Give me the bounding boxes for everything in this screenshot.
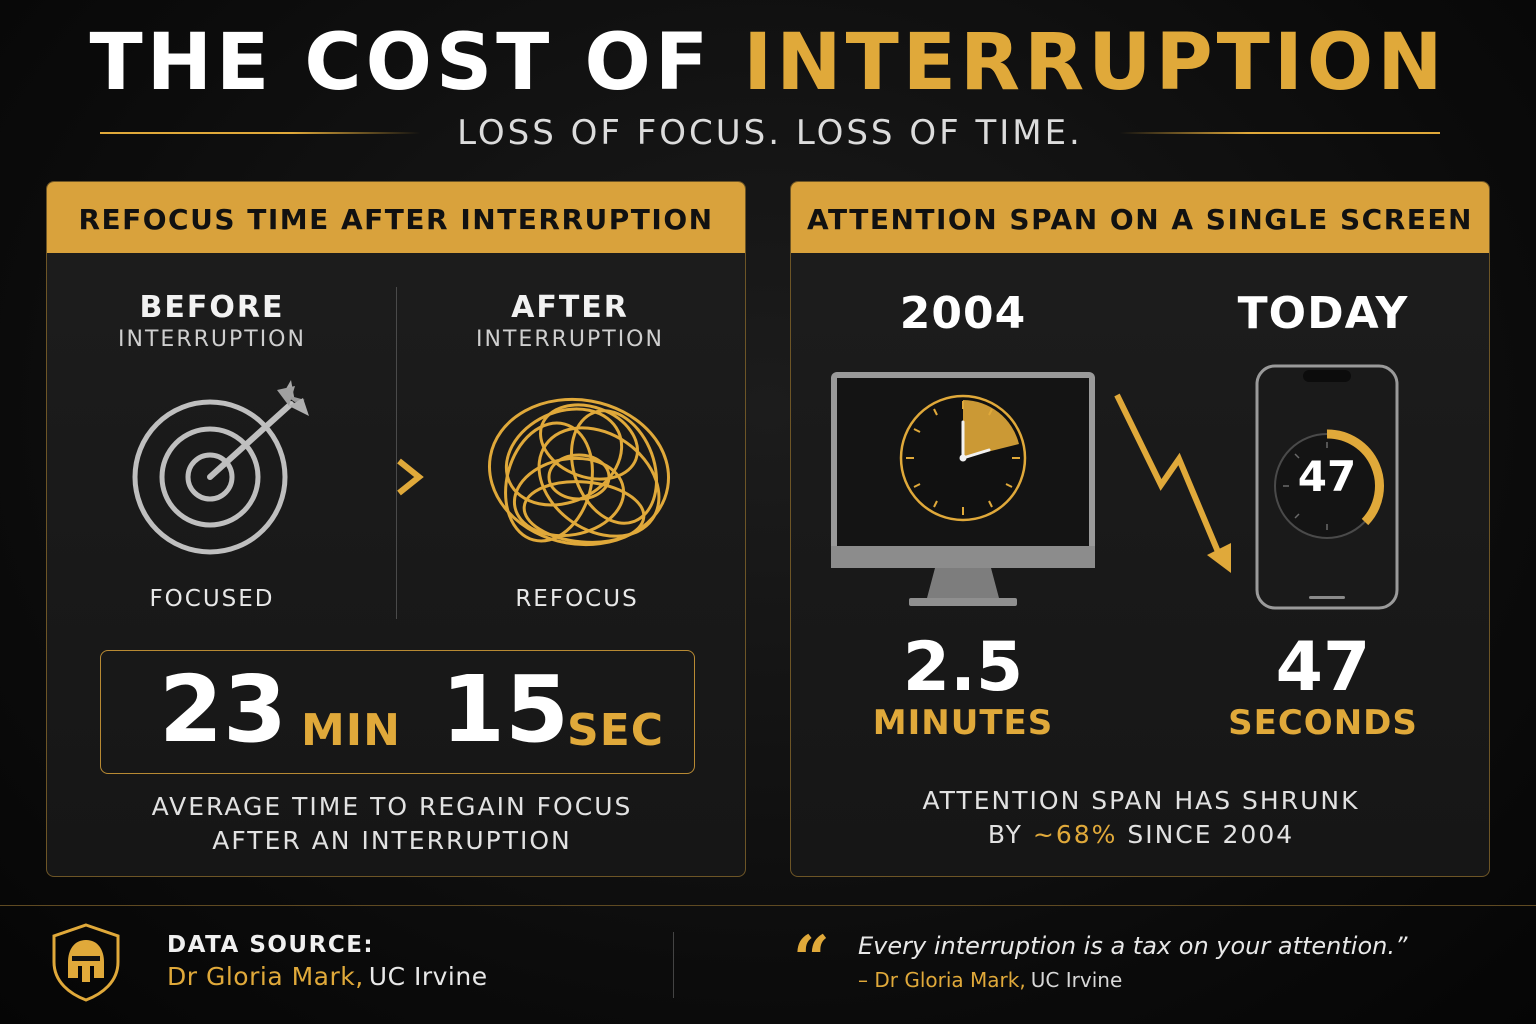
page-title: THE COST OF INTERRUPTION <box>0 18 1536 108</box>
minutes-unit: MIN <box>301 705 401 756</box>
before-subtitle: INTERRUPTION <box>118 327 306 352</box>
seconds-value: 15 <box>441 655 569 791</box>
minutes-number: 23 <box>159 656 288 763</box>
attention-caption-line2: BY ~68% SINCE 2004 <box>987 820 1295 849</box>
after-label-group: AFTER INTERRUPTION <box>445 290 695 352</box>
arrow-right-icon <box>337 452 427 502</box>
quote-institution: UC Irvine <box>1030 968 1123 992</box>
refocus-caption-line2: AFTER AN INTERRUPTION <box>212 826 572 855</box>
past-stat-value: 2.5 <box>902 628 1024 707</box>
seconds-number: 15 <box>441 656 570 763</box>
subtitle: LOSS OF FOCUS. LOSS OF TIME. <box>457 113 1083 153</box>
phone-timer-icon <box>1255 364 1399 610</box>
attention-caption-line1: ATTENTION SPAN HAS SHRUNK <box>922 786 1360 815</box>
title-gold: INTERRUPTION <box>743 18 1447 108</box>
refocus-caption-line1: AVERAGE TIME TO REGAIN FOCUS <box>151 792 633 821</box>
footer-divider <box>673 932 674 998</box>
refocus-time-box: 23 MIN 15 SEC <box>100 650 695 774</box>
data-source: DATA SOURCE: Dr Gloria Mark, UC Irvine <box>167 932 647 991</box>
decline-arrow-icon <box>1109 387 1239 577</box>
column-divider <box>396 287 397 619</box>
before-title: BEFORE <box>139 290 285 325</box>
phone-timer-value: 47 <box>1297 452 1357 501</box>
attention-panel-heading: ATTENTION SPAN ON A SINGLE SCREEN <box>791 182 1489 253</box>
before-caption: FOCUSED <box>149 586 275 612</box>
monitor-clock-icon <box>829 370 1097 610</box>
quote-attribution: – Dr Gloria Mark, <box>858 968 1026 992</box>
subtitle-rule-right <box>1120 132 1440 134</box>
title-white: THE COST OF <box>89 18 713 108</box>
after-subtitle: INTERRUPTION <box>476 327 664 352</box>
past-stat: 2.5 MINUTES <box>863 628 1063 743</box>
subtitle-row: LOSS OF FOCUS. LOSS OF TIME. <box>0 108 1536 158</box>
year-2004-label: 2004 <box>899 288 1027 339</box>
attention-panel: ATTENTION SPAN ON A SINGLE SCREEN 2004 T… <box>790 181 1490 877</box>
before-label-group: BEFORE INTERRUPTION <box>87 290 337 352</box>
after-caption: REFOCUS <box>515 586 639 612</box>
seconds-unit: SEC <box>567 705 665 756</box>
minutes-value: 23 <box>159 655 287 791</box>
data-source-label: DATA SOURCE: <box>167 932 375 958</box>
attention-caption: ATTENTION SPAN HAS SHRUNK BY ~68% SINCE … <box>791 784 1489 852</box>
now-stat-unit: SECONDS <box>1228 703 1418 743</box>
subtitle-rule-left <box>100 132 420 134</box>
refocus-caption: AVERAGE TIME TO REGAIN FOCUS AFTER AN IN… <box>47 790 737 858</box>
quote-block: Every interruption is a tax on your atte… <box>858 932 1518 992</box>
now-stat-value: 47 <box>1275 628 1371 707</box>
today-label: TODAY <box>1237 288 1409 339</box>
quote-text: Every interruption is a tax on your atte… <box>858 932 1408 960</box>
tangle-icon <box>469 372 689 572</box>
spartan-helmet-shield-icon <box>50 922 122 1002</box>
shrink-percentage: ~68% <box>1032 820 1118 849</box>
after-title: AFTER <box>511 290 629 325</box>
past-stat-unit: MINUTES <box>872 703 1054 743</box>
refocus-panel-heading: REFOCUS TIME AFTER INTERRUPTION <box>47 182 745 253</box>
refocus-panel: REFOCUS TIME AFTER INTERRUPTION BEFORE I… <box>46 181 746 877</box>
target-icon <box>123 372 323 562</box>
data-source-institution: UC Irvine <box>368 962 488 991</box>
quote-mark-icon: “ <box>793 922 830 997</box>
now-stat: 47 SECONDS <box>1223 628 1423 743</box>
footer-rule <box>0 905 1536 906</box>
data-source-name: Dr Gloria Mark, <box>167 962 364 991</box>
